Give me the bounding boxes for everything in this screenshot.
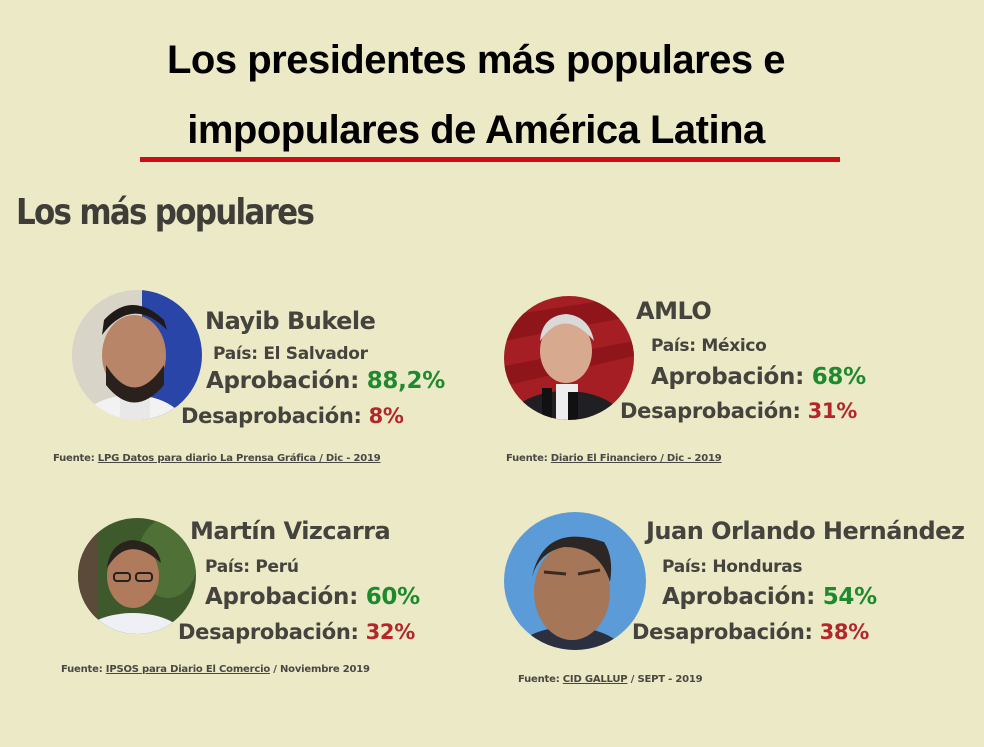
country-value: México xyxy=(701,336,767,356)
avatar-amlo xyxy=(504,296,634,420)
approval-value: 54% xyxy=(822,584,877,610)
avatar-hernandez xyxy=(504,512,646,650)
portrait-image xyxy=(504,296,634,420)
approval-row: Aprobación: 88,2% xyxy=(206,368,445,394)
source-note: Fuente: IPSOS para Diario El Comercio / … xyxy=(61,664,370,675)
approval-value: 60% xyxy=(365,584,420,610)
portrait-image xyxy=(72,290,202,420)
section-title: Los más populares xyxy=(16,192,315,233)
disapproval-row: Desaprobación: 8% xyxy=(181,404,404,428)
approval-row: Aprobación: 54% xyxy=(662,584,877,610)
country-value: Honduras xyxy=(712,557,803,577)
source-note: Fuente: Diario El Financiero / Dic - 201… xyxy=(506,453,722,464)
approval-row: Aprobación: 60% xyxy=(205,584,420,610)
avatar-bukele xyxy=(72,290,202,420)
disapproval-value: 31% xyxy=(807,399,858,423)
president-name: Martín Vizcarra xyxy=(190,517,391,545)
source-note: Fuente: LPG Datos para diario La Prensa … xyxy=(53,453,381,464)
source-link[interactable]: IPSOS para Diario El Comercio xyxy=(105,664,270,675)
president-country: País: El Salvador xyxy=(213,344,368,364)
disapproval-value: 32% xyxy=(365,620,416,644)
president-name: Nayib Bukele xyxy=(205,307,376,335)
president-country: País: Honduras xyxy=(662,557,803,577)
source-link[interactable]: Diario El Financiero / Dic - 2019 xyxy=(550,453,722,464)
disapproval-row: Desaprobación: 31% xyxy=(620,399,857,423)
president-country: País: Perú xyxy=(205,557,299,577)
disapproval-row: Desaprobación: 38% xyxy=(632,620,869,644)
president-name: Juan Orlando Hernández xyxy=(646,517,965,545)
country-value: El Salvador xyxy=(263,344,368,364)
avatar-vizcarra xyxy=(78,518,196,634)
portrait-image xyxy=(504,512,646,650)
page-title-line-2: impopulares de América Latina xyxy=(187,108,765,152)
title-underline xyxy=(140,157,840,162)
approval-value: 88,2% xyxy=(366,368,446,394)
page-title-line-1: Los presidentes más populares e xyxy=(166,38,786,82)
disapproval-value: 8% xyxy=(368,404,404,428)
disapproval-row: Desaprobación: 32% xyxy=(178,620,415,644)
approval-row: Aprobación: 68% xyxy=(651,364,866,390)
president-country: País: México xyxy=(651,336,767,356)
president-name: AMLO xyxy=(636,297,712,325)
approval-value: 68% xyxy=(811,364,866,390)
country-value: Perú xyxy=(255,557,299,577)
source-link[interactable]: LPG Datos para diario La Prensa Gráfica … xyxy=(97,453,381,464)
source-note: Fuente: CID GALLUP / SEPT - 2019 xyxy=(518,674,703,685)
portrait-image xyxy=(78,518,196,634)
source-link[interactable]: CID GALLUP xyxy=(562,674,628,685)
disapproval-value: 38% xyxy=(819,620,870,644)
